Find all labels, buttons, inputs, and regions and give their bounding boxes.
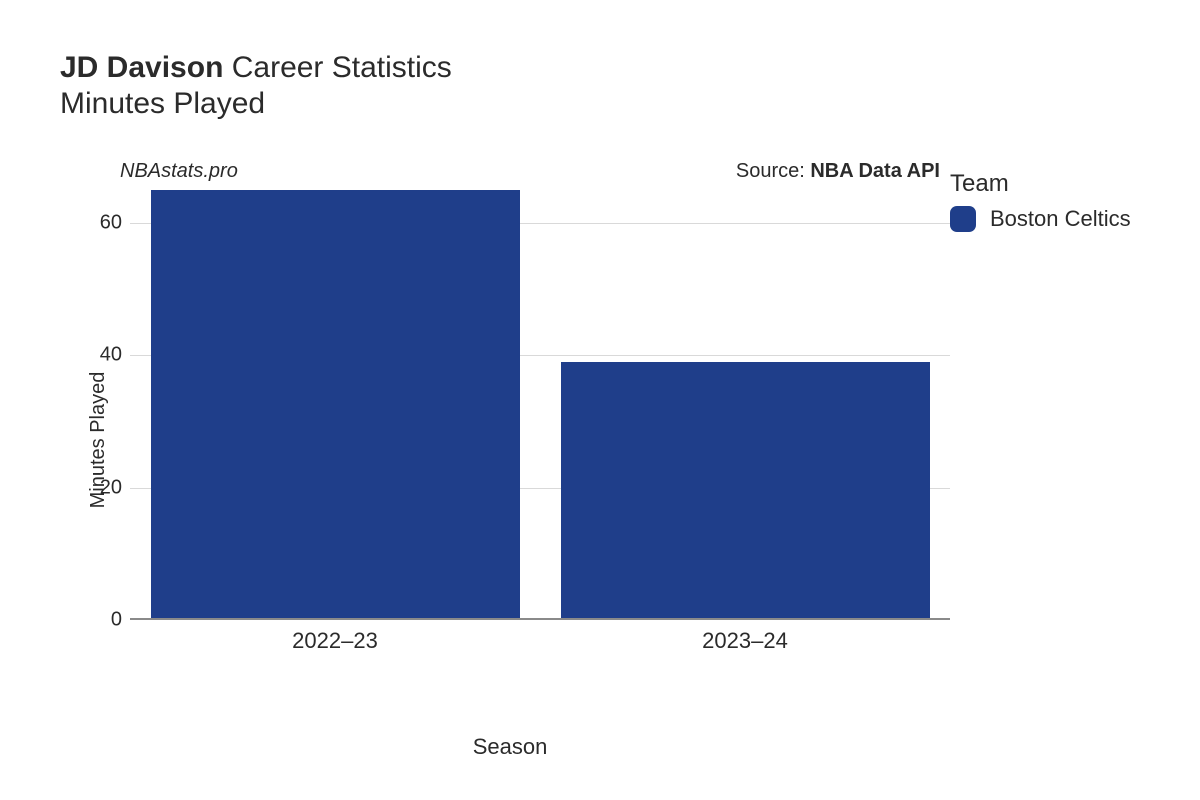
title-subtitle: Minutes Played xyxy=(60,87,1160,121)
title-block: JD Davison Career Statistics Minutes Pla… xyxy=(60,48,1160,121)
x-tick-label: 2022–23 xyxy=(292,628,378,654)
title-suffix: Career Statistics xyxy=(223,51,451,84)
legend-title: Team xyxy=(950,170,1170,198)
bar xyxy=(561,362,930,620)
legend-item: Boston Celtics xyxy=(950,206,1170,232)
y-tick-label: 60 xyxy=(86,212,122,235)
source-credit: Source: NBA Data API xyxy=(736,160,940,183)
source-name: NBA Data API xyxy=(810,160,940,182)
legend-label: Boston Celtics xyxy=(990,206,1131,232)
legend: Team Boston Celtics xyxy=(950,170,1170,232)
x-axis-baseline xyxy=(130,618,950,620)
title-player: JD Davison xyxy=(60,51,223,84)
plot-area: 02040602022–232023–24 xyxy=(130,190,950,620)
chart-container: JD Davison Career Statistics Minutes Pla… xyxy=(0,0,1200,800)
x-axis-label: Season xyxy=(60,734,960,760)
y-tick-label: 40 xyxy=(86,344,122,367)
source-prefix: Source: xyxy=(736,160,810,182)
meta-row: NBAstats.pro Source: NBA Data API xyxy=(120,160,940,183)
bar xyxy=(151,190,520,620)
title-line-1: JD Davison Career Statistics xyxy=(60,48,1160,87)
x-tick-label: 2023–24 xyxy=(702,628,788,654)
chart-area: Minutes Played 02040602022–232023–24 Sea… xyxy=(60,190,960,690)
y-tick-label: 0 xyxy=(86,609,122,632)
y-tick-label: 20 xyxy=(86,476,122,499)
site-credit: NBAstats.pro xyxy=(120,160,238,183)
